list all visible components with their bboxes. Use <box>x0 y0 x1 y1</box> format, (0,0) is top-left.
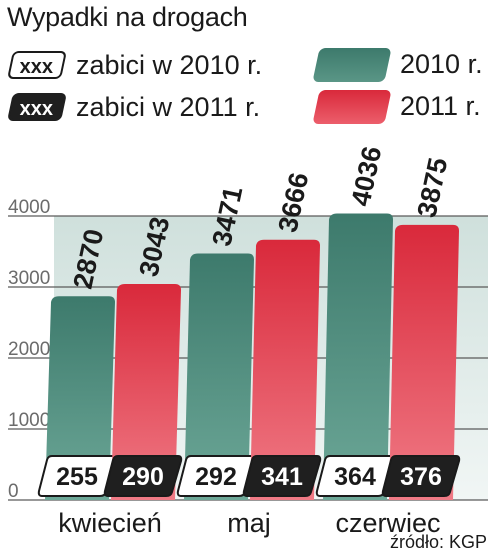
bar-2011 <box>250 239 320 501</box>
bar-2010 <box>323 213 393 500</box>
killed-badge-2011 <box>242 455 322 497</box>
killed-badge-2011 <box>381 455 461 497</box>
y-tick-label: 4000 <box>8 197 50 218</box>
bar-2011 <box>389 224 459 500</box>
legend-item-killed-2010: xxx zabici w 2010 r. <box>7 48 263 82</box>
y-tick-label: 1000 <box>8 410 50 431</box>
y-tick-label: 0 <box>8 481 19 502</box>
bar-2010 <box>184 253 254 500</box>
legend-item-killed-2011: xxx zabici w 2011 r. <box>7 90 261 124</box>
legend-label-killed-2010: zabici w 2010 r. <box>76 49 263 80</box>
x-tick-label: kwiecień <box>58 508 162 538</box>
x-tick-label: czerwiec <box>335 508 440 538</box>
legend-label-killed-2011: zabici w 2011 r. <box>76 91 261 122</box>
killed-value-2011: 376 <box>400 463 442 491</box>
killed-badge-2011 <box>103 455 183 497</box>
x-tick-label: maj <box>227 508 271 538</box>
y-tick-label: 2000 <box>8 339 50 360</box>
data-label: 4036 <box>346 144 388 209</box>
killed-value-2011: 341 <box>261 463 303 491</box>
data-label: 3875 <box>412 155 454 220</box>
chart-title: Wypadki na drogach <box>7 2 248 32</box>
killed-value-2010: 292 <box>195 463 237 491</box>
killed-value-2010: 364 <box>334 463 376 491</box>
killed-value-2010: 255 <box>56 463 98 491</box>
legend-label-2010: 2010 r. <box>400 49 483 79</box>
bar-2011 <box>111 283 181 500</box>
bar-2010 <box>45 296 115 500</box>
legend-label-2011: 2011 r. <box>400 91 481 121</box>
source-note: źródło: KGP <box>389 532 487 552</box>
y-tick-label: 3000 <box>8 268 50 289</box>
killed-value-2011: 290 <box>122 463 164 491</box>
